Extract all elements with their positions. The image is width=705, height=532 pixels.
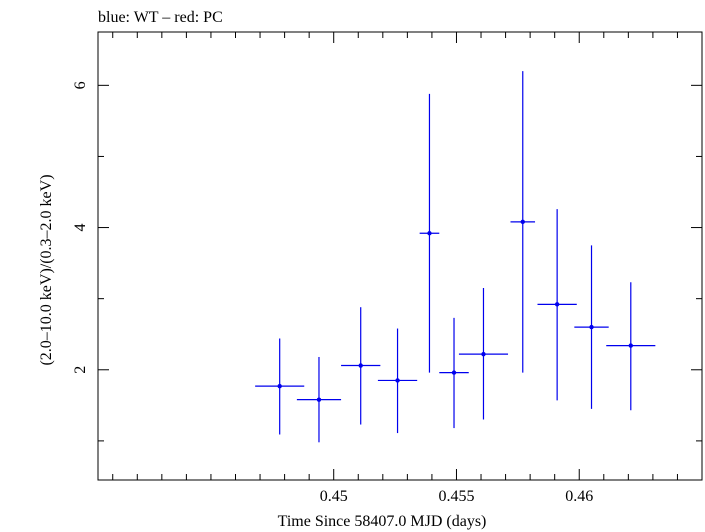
point-marker [277, 383, 282, 389]
point-marker [316, 397, 322, 402]
point-marker [628, 343, 633, 348]
chart-title: blue: WT – red: PC [98, 9, 223, 26]
data-points [255, 71, 656, 443]
x-tick-label: 0.46 [565, 488, 593, 505]
point-marker [589, 324, 594, 330]
data-point [255, 338, 305, 435]
data-point [419, 93, 440, 373]
y-axis-label: (2.0–10.0 keV)/(0.3–2.0 keV) [38, 174, 55, 365]
y-tick-label: 6 [72, 81, 89, 89]
data-point [458, 288, 509, 420]
axis-ticks: 0.45 0.455 0.46 2 4 6 [72, 32, 703, 505]
data-point [574, 245, 609, 409]
data-point [510, 71, 536, 373]
plot-frame [97, 31, 703, 481]
y-tick-label: 2 [72, 366, 89, 374]
data-point [377, 328, 418, 434]
data-point [537, 209, 577, 401]
x-axis-label: Time Since 58407.0 MJD (days) [278, 513, 487, 530]
data-point [341, 307, 381, 425]
y-tick-label: 4 [72, 224, 89, 232]
point-marker [358, 363, 363, 368]
data-point [439, 317, 469, 429]
x-tick-label: 0.455 [438, 488, 474, 505]
point-marker [427, 231, 432, 236]
point-marker [520, 219, 525, 225]
data-point [606, 282, 656, 411]
x-tick-label: 0.45 [320, 488, 348, 505]
point-marker [481, 351, 486, 357]
point-marker [395, 378, 400, 383]
point-marker [451, 370, 457, 375]
data-point [296, 356, 342, 443]
point-marker [554, 302, 560, 307]
